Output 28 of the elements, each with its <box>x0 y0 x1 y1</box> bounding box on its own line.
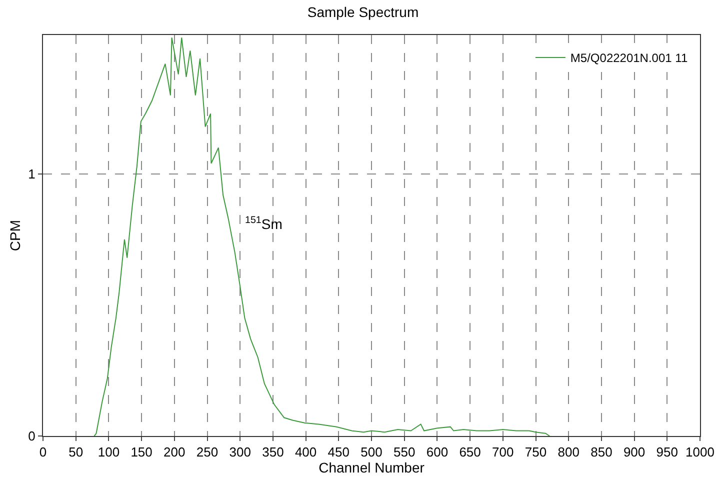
x-tick-label: 700 <box>492 444 514 460</box>
x-tick-label: 900 <box>623 444 646 460</box>
chart-title: Sample Spectrum <box>307 4 419 20</box>
x-tick-label: 50 <box>68 444 84 460</box>
x-tick-label: 650 <box>459 444 481 460</box>
x-tick-label: 1000 <box>686 444 714 460</box>
x-tick-label: 500 <box>360 444 382 460</box>
legend-label: M5/Q022201N.001 11 <box>570 51 688 66</box>
annotation: $^{151}$Sm <box>245 215 282 232</box>
x-tick-label: 300 <box>229 444 251 460</box>
x-tick-label: 450 <box>328 444 350 460</box>
x-tick-label: 850 <box>590 444 612 460</box>
x-tick-label: 350 <box>262 444 284 460</box>
x-tick-label: 250 <box>196 444 218 460</box>
x-tick-label: 750 <box>524 444 547 460</box>
x-tick-label: 150 <box>130 444 152 460</box>
line-series <box>94 37 550 436</box>
x-tick-label: 600 <box>426 444 448 460</box>
x-tick-label: 0 <box>39 444 47 460</box>
x-tick-label: 200 <box>164 444 186 460</box>
x-tick-label: 950 <box>656 444 678 460</box>
y-axis-title: CPM <box>6 220 23 252</box>
x-tick-label: 400 <box>294 444 317 460</box>
x-axis-title: Channel Number <box>318 460 425 476</box>
x-tick-label: 800 <box>558 444 580 460</box>
x-tick-label: 100 <box>98 444 120 460</box>
x-tick-label: 550 <box>394 444 416 460</box>
y-tick-label: 1 <box>28 166 36 182</box>
